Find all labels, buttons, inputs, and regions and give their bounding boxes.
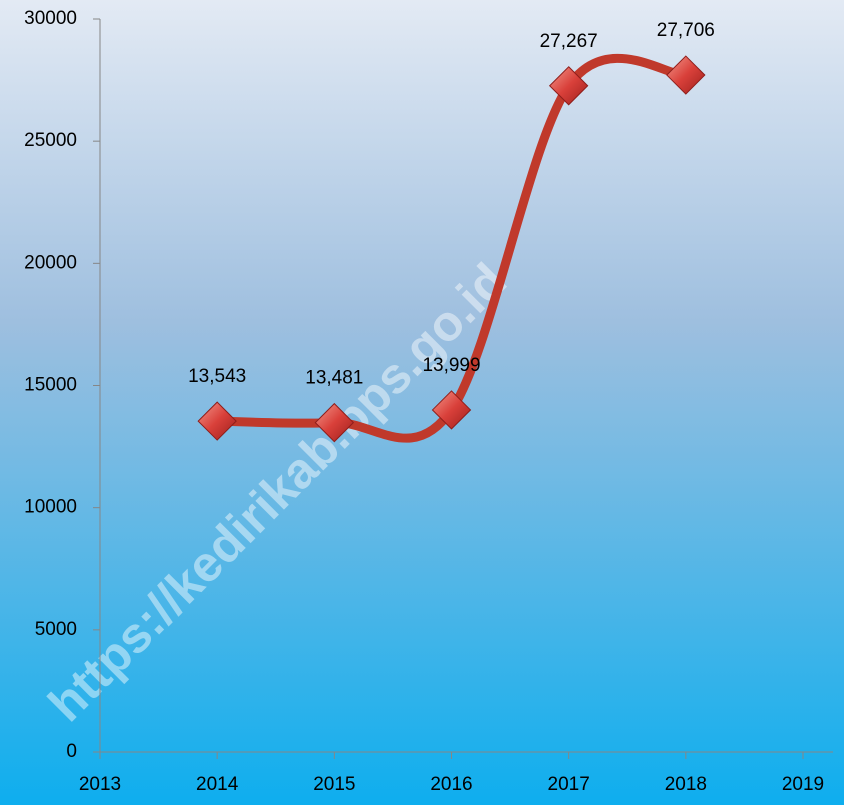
x-tick-label: 2013 xyxy=(79,774,121,795)
x-tick-label: 2018 xyxy=(665,774,707,795)
y-tick-label: 25000 xyxy=(24,130,77,151)
x-tick-label: 2015 xyxy=(313,774,355,795)
data-label: 27,706 xyxy=(657,20,715,41)
y-tick-label: 20000 xyxy=(24,252,77,273)
data-label: 13,481 xyxy=(305,368,363,389)
marker xyxy=(197,401,237,441)
x-tick-label: 2017 xyxy=(548,774,590,795)
x-tick-label: 2014 xyxy=(196,774,239,795)
marker xyxy=(431,390,472,430)
data-label: 13,999 xyxy=(422,355,480,376)
marker xyxy=(666,55,706,95)
marker xyxy=(548,66,589,106)
marker xyxy=(314,402,355,443)
y-tick-label: 0 xyxy=(66,741,77,762)
data-label: 13,543 xyxy=(188,366,246,387)
y-tick-label: 5000 xyxy=(35,619,77,640)
y-tick-label: 30000 xyxy=(24,8,77,29)
x-tick-label: 2016 xyxy=(430,774,472,795)
y-tick-label: 15000 xyxy=(24,375,77,396)
data-label: 27,267 xyxy=(540,31,598,52)
x-tick-label: 2019 xyxy=(782,774,824,795)
y-tick-label: 10000 xyxy=(24,497,77,518)
